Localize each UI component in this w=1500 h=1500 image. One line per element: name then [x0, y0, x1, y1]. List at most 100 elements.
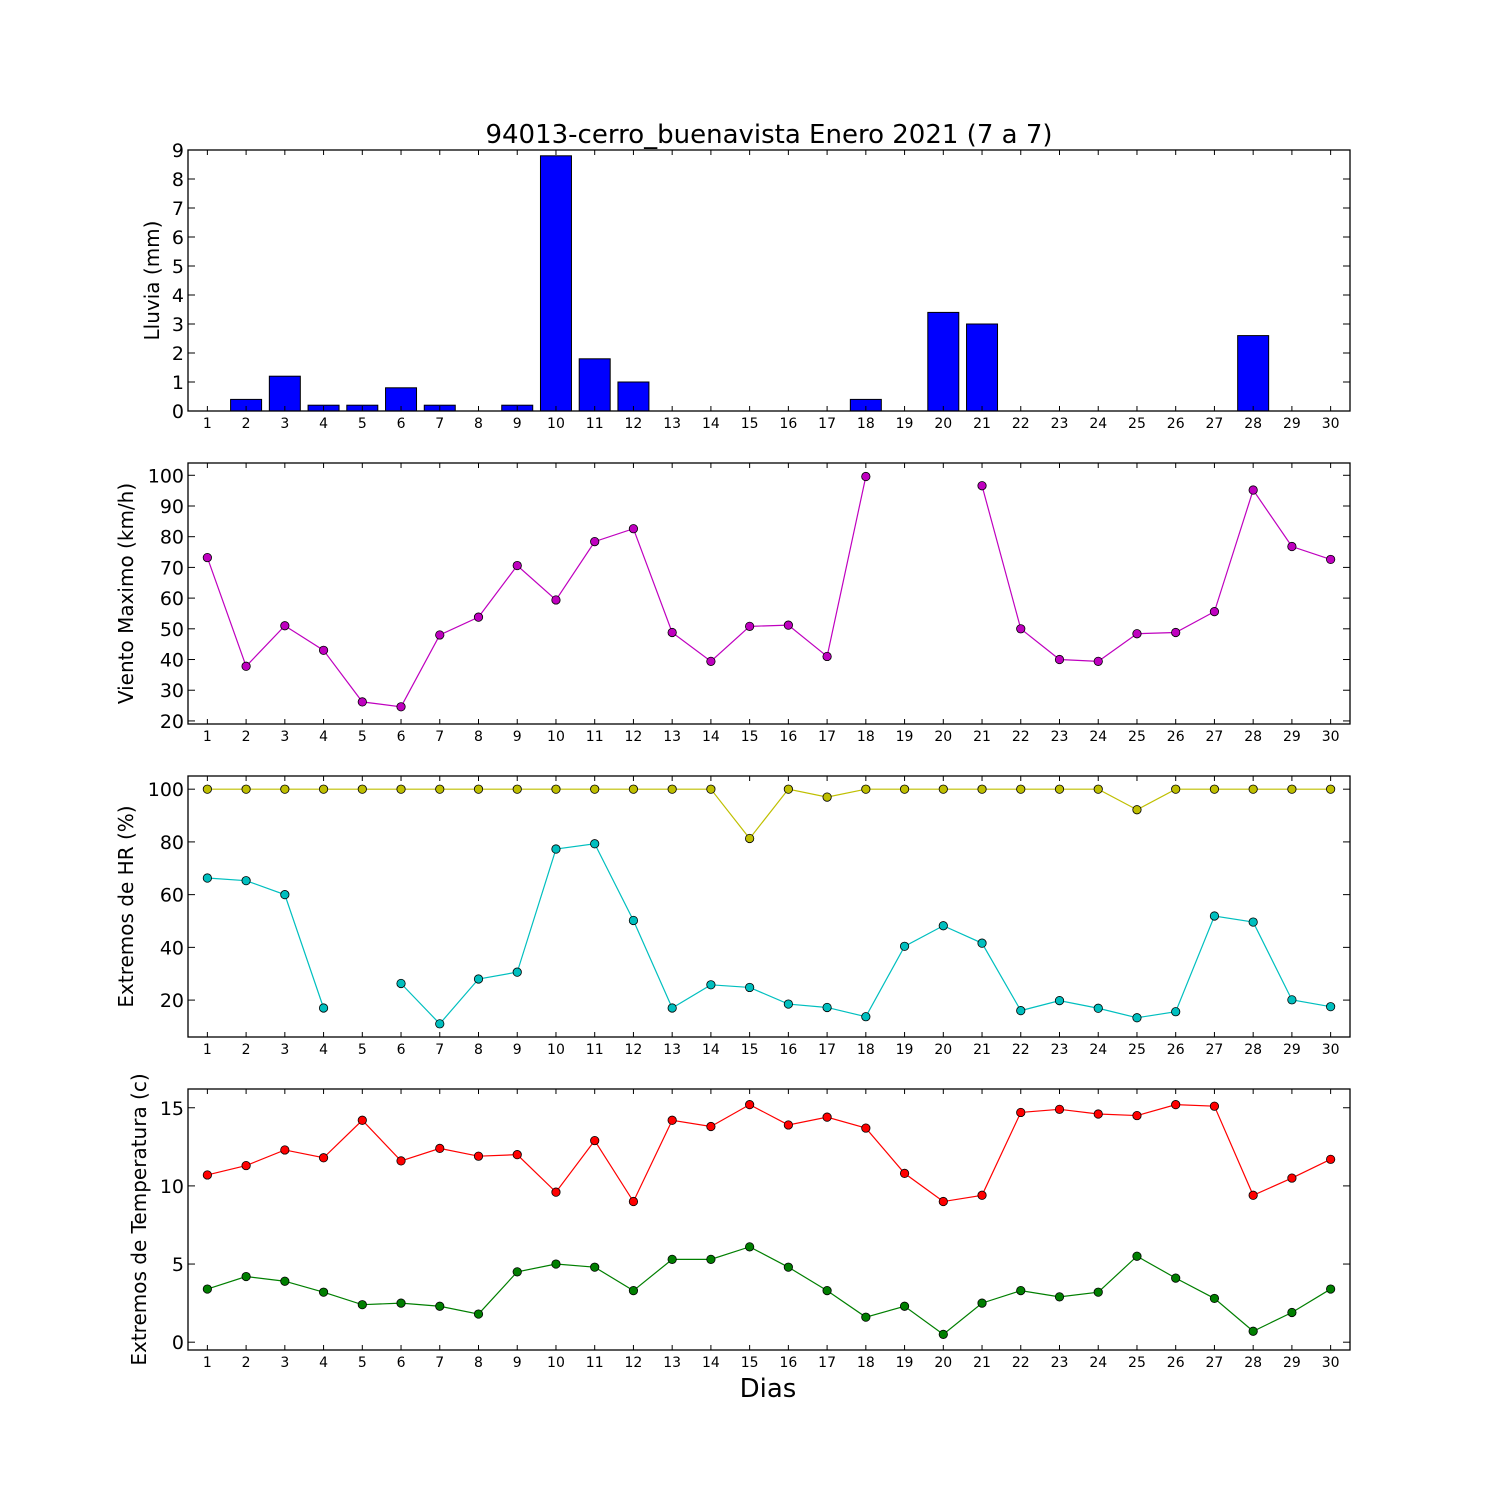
y-tick-label-5: 5	[172, 1254, 184, 1276]
series-1-point-day-14	[706, 784, 716, 794]
x-tick-label-9: 9	[513, 416, 522, 432]
x-tick-label-23: 23	[1051, 1042, 1069, 1058]
series-2-point-day-15	[745, 1242, 755, 1252]
x-tick-label-29: 29	[1283, 729, 1301, 745]
x-tick-label-18: 18	[857, 1355, 875, 1371]
x-tick-label-12: 12	[625, 416, 643, 432]
series-1-point-day-22	[1016, 1107, 1026, 1118]
x-tick-label-15: 15	[741, 1355, 759, 1371]
x-tick-label-4: 4	[319, 1042, 328, 1058]
x-tick-label-7: 7	[435, 1355, 444, 1371]
series-1-point-day-12	[628, 524, 639, 534]
y-tick-label-1: 1	[172, 372, 184, 394]
series-1-point-day-13	[667, 784, 677, 794]
series-2-point-day-14	[706, 1254, 716, 1264]
x-tick-label-6: 6	[397, 1042, 406, 1058]
x-tick-label-20: 20	[934, 1355, 952, 1371]
x-tick-label-2: 2	[242, 1042, 251, 1058]
series-1-point-day-20	[938, 784, 948, 794]
y-tick-label-50: 50	[160, 619, 184, 641]
bar-day-10	[539, 155, 572, 412]
series-1-point-day-14	[706, 656, 716, 666]
series-1-point-day-24	[1093, 656, 1103, 666]
x-tick-label-5: 5	[358, 1042, 367, 1058]
series-2-point-day-3	[280, 890, 290, 900]
y-tick-label-80: 80	[160, 832, 184, 854]
x-tick-label-5: 5	[358, 729, 367, 745]
x-tick-label-11: 11	[586, 1042, 604, 1058]
y-tick-label-80: 80	[160, 527, 184, 549]
x-tick-label-4: 4	[319, 416, 328, 432]
x-tick-label-14: 14	[702, 729, 720, 745]
series-1-point-day-28	[1248, 485, 1258, 495]
series-2-point-day-21	[977, 938, 987, 948]
series-1-point-day-30	[1326, 1154, 1336, 1164]
plot-area	[188, 1089, 1350, 1350]
series-1-point-day-29	[1287, 541, 1297, 552]
series-1-point-day-22	[1016, 784, 1026, 794]
x-tick-label-24: 24	[1089, 416, 1107, 432]
x-tick-label-5: 5	[358, 1355, 367, 1371]
series-1-point-day-7	[435, 784, 445, 794]
series-2-point-day-28	[1248, 917, 1258, 927]
series-1-point-day-19	[899, 784, 910, 794]
x-tick-label-12: 12	[625, 1042, 643, 1058]
series-1-line-segment-1	[207, 1103, 1331, 1203]
series-2-point-day-11	[590, 839, 600, 849]
series-1-point-day-19	[899, 1168, 910, 1178]
x-tick-label-21: 21	[973, 1355, 991, 1371]
series-1-point-day-7	[435, 1143, 445, 1153]
series-1-point-day-30	[1326, 784, 1336, 794]
y-tick-label-60: 60	[160, 885, 184, 907]
series-1-point-day-15	[745, 1100, 755, 1110]
y-tick-label-9: 9	[172, 140, 184, 162]
series-2-point-day-22	[1016, 1006, 1026, 1016]
bar-day-21	[966, 323, 999, 412]
x-tick-label-2: 2	[242, 729, 251, 745]
x-tick-label-13: 13	[663, 1042, 681, 1058]
x-tick-label-20: 20	[934, 1042, 952, 1058]
series-2-point-day-20	[938, 921, 948, 931]
x-tick-label-17: 17	[818, 416, 836, 432]
series-1-point-day-25	[1132, 1110, 1142, 1121]
series-2-point-day-8	[473, 974, 484, 984]
series-1-point-day-8	[473, 784, 484, 794]
series-2-point-day-9	[512, 967, 522, 977]
series-1-point-day-8	[473, 612, 484, 622]
series-2-point-day-19	[899, 941, 910, 951]
series-2-point-day-16	[783, 1262, 793, 1272]
axes-frame	[187, 1088, 1351, 1351]
subplot-4: 1 2 3 4 5 6 7 8 9 10 11 12 13 14 15 16 17 18 19 20 21 22 23 24 2…	[127, 1073, 1351, 1371]
x-tick-label-23: 23	[1051, 416, 1069, 432]
x-tick-label-6: 6	[397, 416, 406, 432]
series-1-point-day-11	[590, 537, 600, 547]
series-1-point-day-9	[512, 1150, 522, 1160]
series-2-point-day-5	[357, 1300, 367, 1310]
series-1-point-day-15	[745, 833, 755, 844]
y-tick-label-8: 8	[172, 169, 184, 191]
x-tick-label-26: 26	[1167, 729, 1185, 745]
x-tick-label-17: 17	[818, 729, 836, 745]
series-1-point-day-29	[1287, 784, 1297, 794]
x-tick-label-28: 28	[1244, 729, 1262, 745]
x-tick-label-27: 27	[1206, 1042, 1224, 1058]
series-2-point-day-4	[318, 1003, 329, 1013]
x-tick-label-17: 17	[818, 1355, 836, 1371]
x-tick-label-18: 18	[857, 416, 875, 432]
series-1-point-day-17	[822, 792, 832, 802]
series-2-point-day-13	[667, 1003, 677, 1013]
series-1-point-day-3	[280, 1145, 290, 1155]
x-tick-label-27: 27	[1206, 1355, 1224, 1371]
x-tick-label-7: 7	[435, 729, 444, 745]
series-1-point-day-5	[357, 697, 367, 707]
series-2-point-day-12	[628, 915, 639, 926]
series-1-point-day-10	[551, 784, 561, 794]
series-1-line-segment-1	[206, 476, 867, 708]
series-2-point-day-1	[202, 1284, 212, 1294]
series-2-point-day-18	[861, 1312, 871, 1322]
y-tick-label-6: 6	[172, 227, 184, 249]
x-tick-label-28: 28	[1244, 1355, 1262, 1371]
x-tick-label-5: 5	[358, 416, 367, 432]
series-1-point-day-17	[822, 1112, 832, 1122]
x-tick-label-9: 9	[513, 1355, 522, 1371]
